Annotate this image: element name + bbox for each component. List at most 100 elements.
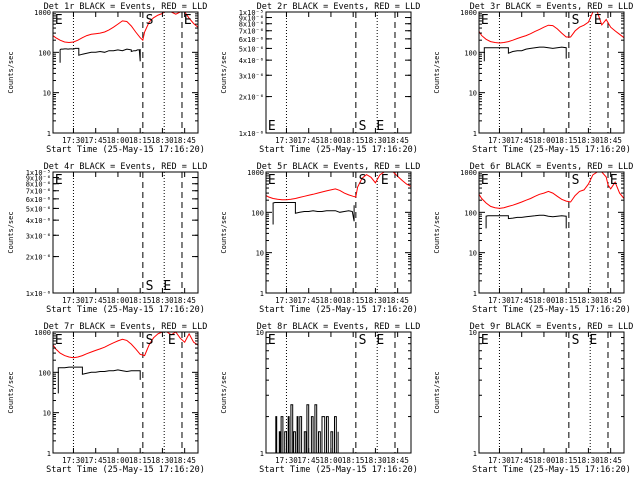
y-axis-label: Counts/sec: [433, 211, 441, 253]
y-tick-label: 3x10⁻⁶: [26, 232, 51, 240]
x-tick-label: 18:30: [151, 456, 174, 465]
panel-title: Det 2r BLACK = Events, RED = LLD: [257, 2, 421, 12]
x-tick-label: 18:45: [173, 136, 196, 145]
x-tick-label: 18:45: [173, 296, 196, 305]
plot-frame: [52, 11, 199, 134]
x-tick-label: 18:30: [151, 136, 174, 145]
panel-title: Det 7r BLACK = Events, RED = LLD: [44, 322, 208, 332]
y-tick-label: 3x10⁻⁶: [239, 72, 264, 80]
x-tick-label: 18:45: [599, 296, 622, 305]
panel-det-9r: Det 9r BLACK = Events, RED = LLD 17:30 17:…: [433, 322, 633, 475]
y-tick-label: 1: [47, 130, 51, 138]
marker-label: E: [55, 13, 63, 28]
plot-frame: [478, 171, 625, 294]
x-tick-label: 18:15: [555, 456, 578, 465]
panel-det-5r: Det 5r BLACK = Events, RED = LLD 17:30 17:…: [220, 162, 420, 315]
y-tick-label: 5x10⁻⁶: [26, 205, 51, 213]
x-tick-label: 18:45: [599, 456, 622, 465]
marker-label: S: [572, 173, 580, 188]
y-tick-label: 7x10⁻⁶: [239, 28, 264, 36]
x-tick-label: 17:45: [297, 456, 320, 465]
marker-label: E: [163, 279, 171, 294]
x-tick-label: 18:30: [364, 136, 387, 145]
series-line-lld: [478, 11, 625, 44]
y-tick-label: 1: [260, 290, 264, 298]
y-tick-label: 6x10⁻⁶: [239, 36, 264, 44]
x-axis-label: Start Time (25-May-15 17:16:20): [259, 305, 418, 315]
panel-title: Det 5r BLACK = Events, RED = LLD: [257, 162, 421, 172]
x-tick-label: 17:45: [84, 456, 107, 465]
y-tick-label: 1000: [460, 169, 477, 177]
y-tick-label: 10: [469, 329, 477, 337]
x-tick-label: 18:00: [533, 296, 556, 305]
x-tick-label: 18:15: [342, 136, 365, 145]
x-axis-label: Start Time (25-May-15 17:16:20): [259, 145, 418, 155]
plot-frame: [52, 331, 199, 454]
x-tick-label: 17:45: [510, 136, 533, 145]
y-tick-label: 1000: [460, 9, 477, 17]
y-tick-label: 2x10⁻⁶: [26, 254, 51, 262]
x-tick-label: 18:00: [533, 456, 556, 465]
series-line-events: [483, 46, 567, 62]
panel-det-8r: Det 8r BLACK = Events, RED = LLD 17:30 17:…: [220, 322, 420, 475]
x-tick-label: 17:45: [510, 296, 533, 305]
y-tick-label: 4x10⁻⁶: [26, 217, 51, 225]
y-axis-label: Counts/sec: [7, 211, 15, 253]
series-line-events: [57, 366, 141, 394]
y-tick-label: 8x10⁻⁶: [26, 181, 51, 189]
y-axis-label: Counts/sec: [220, 371, 228, 413]
x-tick-label: 18:45: [386, 136, 409, 145]
x-tick-label: 17:30: [275, 456, 298, 465]
x-tick-label: 17:45: [84, 136, 107, 145]
marker-label: S: [572, 333, 580, 348]
y-tick-label: 9x10⁻⁶: [26, 175, 51, 183]
y-tick-label: 1x10⁻⁵: [239, 9, 264, 17]
y-tick-label: 1: [473, 130, 477, 138]
marker-label: E: [55, 173, 63, 188]
x-tick-label: 17:45: [510, 456, 533, 465]
plot-frame: [265, 11, 412, 134]
marker-label: E: [55, 333, 63, 348]
x-tick-label: 18:00: [533, 136, 556, 145]
x-axis-label: Start Time (25-May-15 17:16:20): [472, 305, 631, 315]
marker-label: E: [168, 333, 176, 348]
panel-title: Det 8r BLACK = Events, RED = LLD: [257, 322, 421, 332]
x-tick-label: 18:15: [129, 296, 152, 305]
marker-label: S: [146, 333, 154, 348]
x-axis-label: Start Time (25-May-15 17:16:20): [46, 465, 205, 475]
y-axis-label: Counts/sec: [433, 371, 441, 413]
marker-label: S: [359, 173, 367, 188]
marker-label: E: [268, 119, 276, 134]
x-tick-label: 17:30: [62, 296, 85, 305]
marker-label: E: [481, 333, 489, 348]
panel-det-7r: Det 7r BLACK = Events, RED = LLD 17:30 17:…: [7, 322, 207, 475]
panel-det-3r: Det 3r BLACK = Events, RED = LLD 17:30 17:…: [433, 2, 633, 155]
marker-label: E: [481, 13, 489, 28]
plot-frame: [52, 171, 199, 294]
plot-frame: [478, 331, 625, 454]
y-tick-label: 9x10⁻⁶: [239, 15, 264, 23]
y-axis-label: Counts/sec: [220, 211, 228, 253]
panel-det-1r: Det 1r BLACK = Events, RED = LLD 17:30 17:…: [7, 2, 207, 155]
x-tick-label: 17:45: [297, 136, 320, 145]
y-tick-label: 10: [256, 329, 264, 337]
marker-label: E: [594, 13, 602, 28]
plot-frame: [265, 171, 412, 294]
y-tick-label: 100: [38, 49, 51, 57]
x-tick-label: 18:45: [386, 296, 409, 305]
marker-label: S: [146, 13, 154, 28]
y-tick-label: 6x10⁻⁶: [26, 196, 51, 204]
series-line-lld: [478, 171, 625, 209]
y-tick-label: 1x10⁻⁵: [26, 169, 51, 177]
y-axis-label: Counts/sec: [7, 371, 15, 413]
y-tick-label: 10: [469, 250, 477, 258]
x-tick-label: 18:30: [364, 296, 387, 305]
x-tick-label: 17:30: [488, 456, 511, 465]
x-tick-label: 17:45: [297, 296, 320, 305]
marker-label: E: [268, 173, 276, 188]
y-tick-label: 100: [38, 369, 51, 377]
x-tick-label: 18:30: [577, 456, 600, 465]
x-tick-label: 18:45: [386, 456, 409, 465]
panel-title: Det 1r BLACK = Events, RED = LLD: [44, 2, 208, 12]
